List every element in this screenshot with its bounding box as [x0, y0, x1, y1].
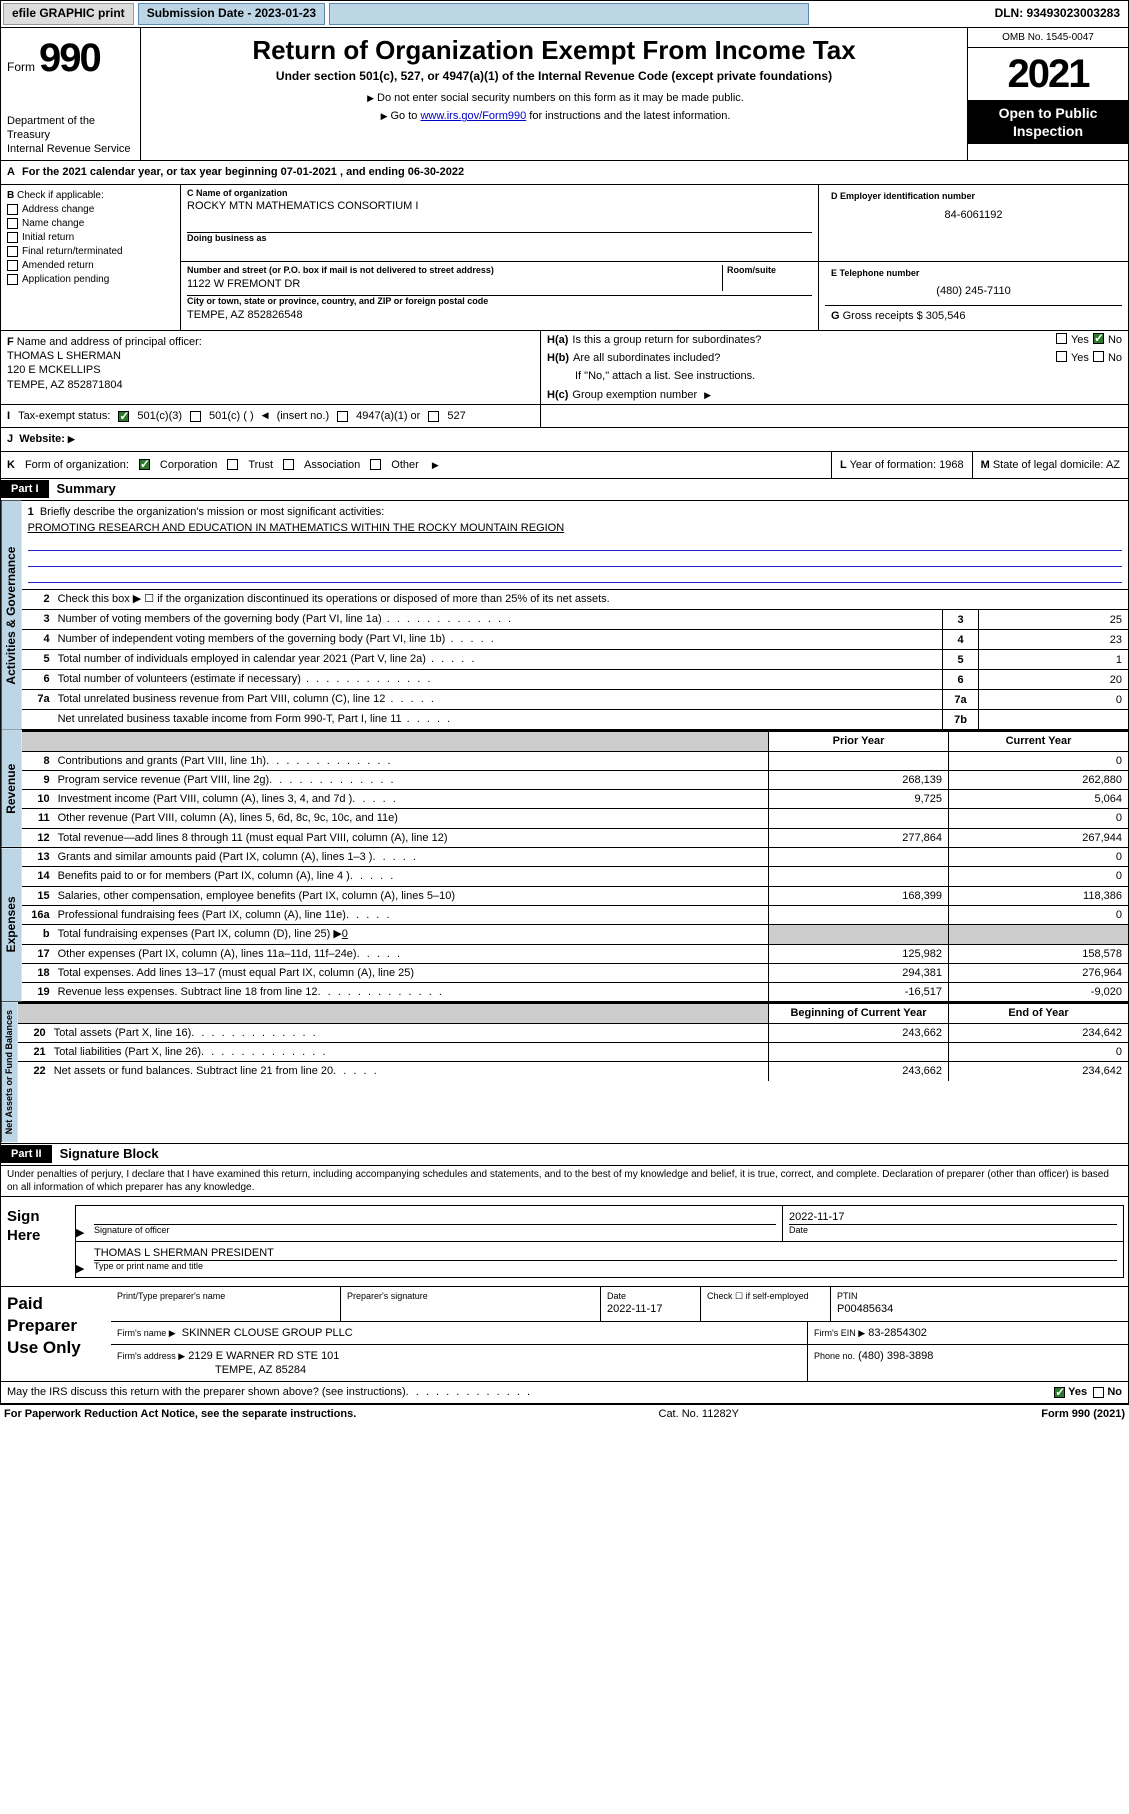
- part1-header: Part I: [1, 480, 49, 498]
- checkbox-hb-yes[interactable]: [1056, 351, 1067, 362]
- submission-date-button[interactable]: Submission Date - 2023-01-23: [138, 3, 325, 25]
- vtab-revenue: Revenue: [1, 730, 22, 847]
- dept-treasury: Department of the Treasury Internal Reve…: [7, 84, 134, 157]
- checkbox-ha-no[interactable]: [1093, 333, 1104, 344]
- tax-year: 2021: [968, 48, 1128, 100]
- topbar: efile GRAPHIC print Submission Date - 20…: [0, 0, 1129, 28]
- ptin: P00485634: [837, 1302, 1122, 1316]
- val-3: 25: [978, 610, 1128, 629]
- checkbox-hb-no[interactable]: [1093, 351, 1104, 362]
- mission-text: PROMOTING RESEARCH AND EDUCATION IN MATH…: [28, 521, 1122, 535]
- checkbox-trust[interactable]: [227, 459, 238, 470]
- checkbox-4947[interactable]: [337, 411, 348, 422]
- checkbox-ha-yes[interactable]: [1056, 333, 1067, 344]
- checkbox-initial-return[interactable]: [7, 232, 18, 243]
- checkbox-final-return[interactable]: [7, 246, 18, 257]
- col-prior: Prior Year: [768, 730, 948, 750]
- form-header: Form 990 Department of the Treasury Inte…: [0, 28, 1129, 162]
- irs-link[interactable]: www.irs.gov/Form990: [420, 110, 526, 122]
- vtab-activities: Activities & Governance: [1, 501, 22, 730]
- checkbox-name-change[interactable]: [7, 218, 18, 229]
- checkbox-application-pending[interactable]: [7, 274, 18, 285]
- part2-header: Part II: [1, 1145, 52, 1163]
- efile-button[interactable]: efile GRAPHIC print: [3, 3, 134, 25]
- vtab-expenses: Expenses: [1, 848, 22, 1001]
- checkbox-501c3[interactable]: [118, 411, 129, 422]
- checkbox-address-change[interactable]: [7, 204, 18, 215]
- blank-button: [329, 3, 809, 25]
- checkbox-other[interactable]: [370, 459, 381, 470]
- signature-declaration: Under penalties of perjury, I declare th…: [1, 1166, 1128, 1196]
- checkbox-527[interactable]: [428, 411, 439, 422]
- open-public-badge: Open to PublicInspection: [968, 100, 1128, 144]
- note-ssn: Do not enter social security numbers on …: [377, 92, 744, 104]
- checkbox-corp[interactable]: [139, 459, 150, 470]
- dln-label: DLN: 93493023003283: [995, 6, 1126, 22]
- checkbox-amended[interactable]: [7, 260, 18, 271]
- officer-print-name: THOMAS L SHERMAN PRESIDENT: [94, 1246, 1117, 1260]
- state-domicile: AZ: [1106, 459, 1120, 471]
- val-6: 20: [978, 670, 1128, 689]
- main-title: Return of Organization Exempt From Incom…: [151, 34, 957, 68]
- vtab-netassets: Net Assets or Fund Balances: [1, 1002, 18, 1142]
- checkbox-501c[interactable]: [190, 411, 201, 422]
- firm-phone: (480) 398-3898: [858, 1350, 933, 1362]
- col-current: Current Year: [948, 730, 1128, 750]
- sign-here-label: Sign Here: [1, 1197, 71, 1286]
- part1-title: Summary: [49, 479, 124, 500]
- part2-title: Signature Block: [52, 1144, 167, 1165]
- telephone: (480) 245-7110: [831, 280, 1116, 302]
- org-name: ROCKY MTN MATHEMATICS CONSORTIUM I: [187, 199, 812, 213]
- val-7b: [978, 710, 1128, 729]
- ein: 84-6061192: [831, 202, 1116, 228]
- val-7a: 0: [978, 690, 1128, 709]
- city-state-zip: TEMPE, AZ 852826548: [187, 308, 812, 322]
- gross-receipts: 305,546: [926, 310, 966, 322]
- subtitle: Under section 501(c), 527, or 4947(a)(1)…: [151, 69, 957, 85]
- val-4: 23: [978, 630, 1128, 649]
- checkbox-discuss-yes[interactable]: [1054, 1387, 1065, 1398]
- firm-ein: 83-2854302: [868, 1327, 927, 1339]
- org-info-block: B Check if applicable: Address change Na…: [0, 185, 1129, 331]
- year-formation: 1968: [939, 459, 963, 471]
- calendar-year-row: A For the 2021 calendar year, or tax yea…: [0, 161, 1129, 184]
- sign-date: 2022-11-17: [789, 1210, 1117, 1224]
- val-5: 1: [978, 650, 1128, 669]
- checkbox-discuss-no[interactable]: [1093, 1387, 1104, 1398]
- form-number: 990: [39, 32, 100, 84]
- street-address: 1122 W FREMONT DR: [187, 277, 722, 291]
- officer-group-block: F Name and address of principal officer:…: [0, 331, 1129, 405]
- form-footer: For Paperwork Reduction Act Notice, see …: [0, 1404, 1129, 1423]
- omb-number: OMB No. 1545-0047: [968, 28, 1128, 48]
- paid-preparer-label: Paid Preparer Use Only: [1, 1287, 111, 1382]
- firm-name: SKINNER CLOUSE GROUP PLLC: [182, 1327, 353, 1339]
- officer-name: THOMAS L SHERMAN: [7, 349, 534, 363]
- form-word: Form: [7, 60, 35, 76]
- checkbox-assoc[interactable]: [283, 459, 294, 470]
